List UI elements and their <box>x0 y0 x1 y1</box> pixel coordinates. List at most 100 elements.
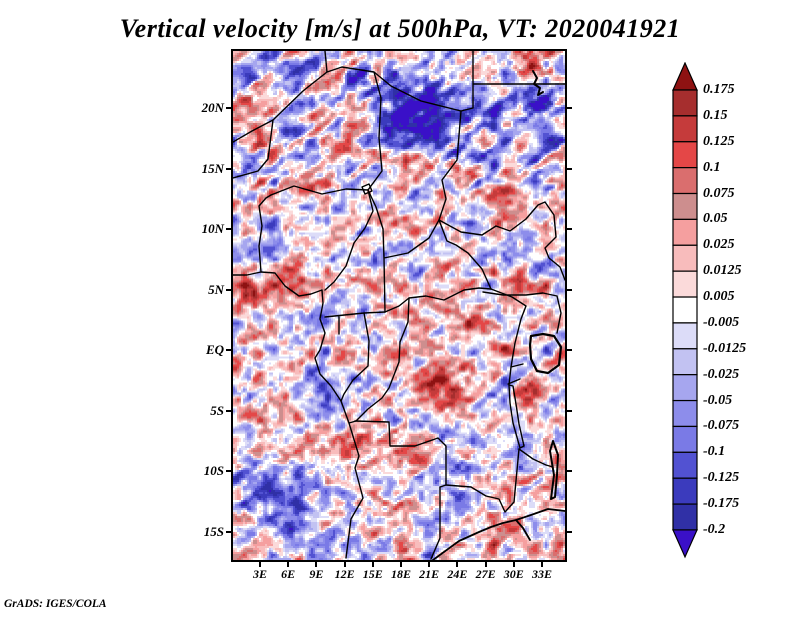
colorbar-segment <box>672 451 698 479</box>
colorbar-segment <box>672 399 698 428</box>
border-egypt-sudan <box>460 51 565 112</box>
colorbar-label: 0.005 <box>703 289 735 305</box>
lake-malawi <box>549 440 559 500</box>
lat-label: EQ <box>205 342 224 357</box>
lon-label: 24E <box>447 567 468 581</box>
lon-label: 15E <box>362 567 383 581</box>
lake-chad <box>361 183 373 195</box>
colorbar-label: 0.175 <box>703 82 735 97</box>
colorbar-label: -0.005 <box>703 314 740 330</box>
lat-tick <box>226 228 233 230</box>
map-panel <box>231 49 567 562</box>
lat-tick-right <box>565 288 572 291</box>
colorbar-segment <box>672 115 698 143</box>
lake-tanganyika <box>508 384 525 449</box>
lat-label: 5N <box>208 281 224 297</box>
colorbar-segment <box>672 244 698 272</box>
lat-tick <box>226 288 233 291</box>
lat-tick-right <box>565 167 572 170</box>
border-car-south <box>384 287 492 313</box>
lat-label: 15S <box>203 523 224 539</box>
lon-tick <box>371 560 374 567</box>
colorbar-segment <box>672 425 698 453</box>
colorbar-segment <box>672 477 698 505</box>
lat-label: 10S <box>203 463 224 478</box>
lat-tick-right <box>565 228 572 230</box>
lat-tick <box>226 530 233 533</box>
border-rwanda-burundi <box>507 363 524 385</box>
lon-tick <box>400 560 402 567</box>
border-cameroon-gabon <box>324 311 386 402</box>
lon-tick <box>287 560 290 567</box>
border-nigeria-cameroon <box>324 189 374 291</box>
lon-tick <box>512 560 515 567</box>
lat-tick-right <box>565 349 572 351</box>
colorbar-label: -0.2 <box>703 521 726 537</box>
colorbar-label: -0.025 <box>703 366 740 382</box>
lon-tick <box>456 560 459 567</box>
colorbar-segment <box>672 141 698 169</box>
lat-label: 10N <box>201 221 224 236</box>
border-niger-nigeria <box>270 185 369 196</box>
colorbar-segment <box>672 89 698 117</box>
colorbar <box>672 62 698 559</box>
colorbar-label: -0.175 <box>703 496 740 512</box>
lon-label: 18E <box>390 567 411 581</box>
colorbar-label: -0.125 <box>703 470 740 486</box>
lon-tick <box>428 560 431 567</box>
colorbar-segment <box>672 192 698 221</box>
lon-label: 33E <box>531 567 552 581</box>
lat-tick-right <box>565 470 572 472</box>
colorbar-arrow-bottom <box>672 529 698 559</box>
border-uganda-kenya <box>482 288 562 386</box>
lon-label: 27E <box>475 567 496 581</box>
colorbar-label: -0.075 <box>703 418 740 434</box>
border-north-africa <box>324 51 492 290</box>
border-tanzania-zambia <box>518 448 554 468</box>
colorbar-segment <box>672 322 698 350</box>
lat-tick <box>226 107 233 109</box>
colorbar-segment <box>672 218 698 246</box>
plot-title: Vertical velocity [m/s] at 500hPa, VT: 2… <box>119 14 681 43</box>
lon-label: 9E <box>309 567 324 581</box>
lon-tick <box>259 560 261 567</box>
lat-tick-right <box>565 107 572 109</box>
colorbar-label: -0.05 <box>703 392 733 408</box>
colorbar-segment <box>672 296 698 324</box>
coastline-west-africa <box>233 271 364 559</box>
lat-tick-right <box>565 409 572 412</box>
lon-label: 6E <box>281 567 296 581</box>
colorbar-label: 0.15 <box>703 107 728 123</box>
lake-victoria <box>528 332 563 375</box>
lat-label: 5S <box>210 402 224 418</box>
colorbar-segment <box>672 503 698 531</box>
country-borders-overlay <box>233 51 565 560</box>
grads-credit: GrADS: IGES/COLA <box>4 598 107 610</box>
lat-tick-right <box>565 530 572 533</box>
colorbar-segment <box>672 348 698 376</box>
colorbar-label: -0.1 <box>703 444 726 460</box>
border-sudan-ethiopia <box>438 201 565 281</box>
colorbar-segment <box>672 270 698 298</box>
colorbar-label: -0.0125 <box>703 340 747 356</box>
colorbar-label: 0.125 <box>703 133 735 149</box>
colorbar-label: 0.075 <box>703 185 735 201</box>
border-drc-angola <box>354 420 447 560</box>
colorbar-label: 0.1 <box>703 159 721 175</box>
colorbar-label: 0.025 <box>703 237 735 253</box>
lat-label: 15N <box>201 160 224 176</box>
lon-label: 21E <box>419 567 440 581</box>
lon-tick <box>343 560 346 567</box>
lon-label: 30E <box>503 567 524 581</box>
lon-label: 3E <box>252 567 267 581</box>
lon-label: 12E <box>334 567 355 581</box>
lat-tick <box>226 409 233 412</box>
border-algeria-mali-niger <box>233 71 328 273</box>
lon-tick <box>484 560 487 567</box>
colorbar-label: 0.05 <box>703 211 728 227</box>
lat-tick <box>226 167 233 170</box>
border-chad-car <box>367 189 440 313</box>
lake-nasser <box>532 70 544 96</box>
colorbar-arrow-top <box>672 62 698 91</box>
